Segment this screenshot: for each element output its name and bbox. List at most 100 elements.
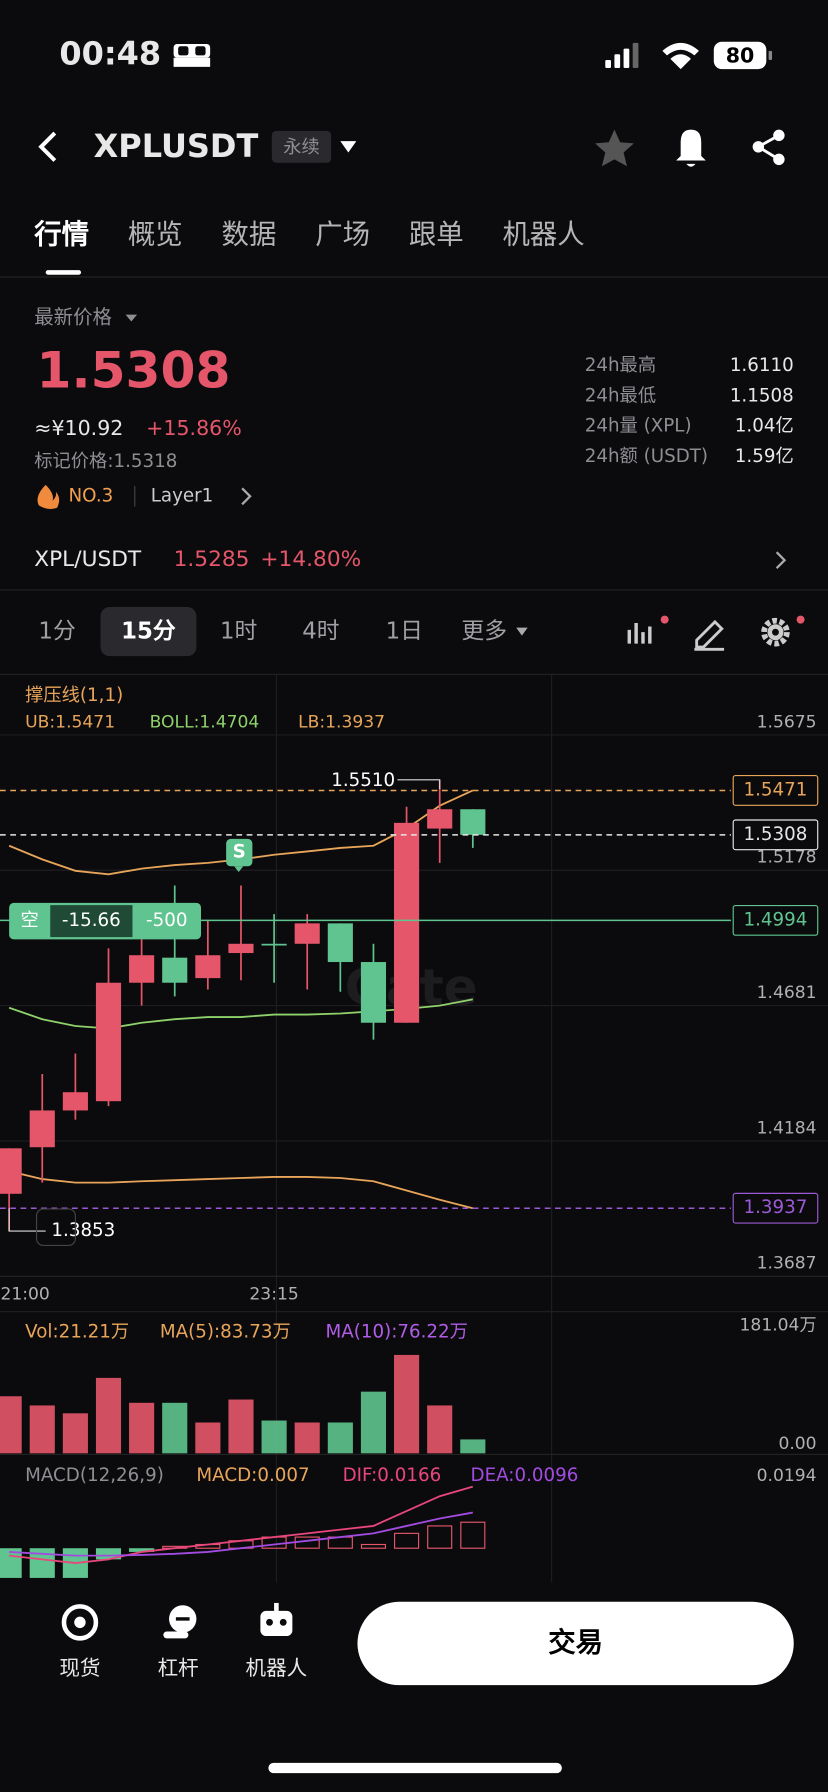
stat-label: 24h量 (XPL) (585, 416, 692, 437)
expand-button[interactable] (35, 1208, 76, 1247)
tab[interactable]: 行情 (33, 218, 89, 250)
interval[interactable]: 更多 (461, 619, 507, 645)
margin-icon[interactable] (163, 1605, 197, 1639)
tab[interactable]: 概览 (128, 219, 183, 250)
volume-bar (427, 1405, 453, 1454)
volume-bar (294, 1422, 320, 1454)
interval[interactable]: 4时 (302, 619, 339, 645)
trade-button-label[interactable]: 交易 (548, 1627, 603, 1659)
favorite-button[interactable] (595, 129, 634, 167)
price-tag-label: 1.3937 (744, 1197, 808, 1218)
macd-title: MACD(12,26,9) (25, 1465, 164, 1486)
trade-button[interactable] (357, 1601, 794, 1686)
volume-bar (62, 1413, 88, 1454)
home-indicator (268, 1762, 562, 1774)
position-size: -500 (146, 910, 187, 931)
spot-change: +14.80% (260, 547, 361, 572)
candle-body (62, 1092, 88, 1111)
y-tick-label: 0.0194 (757, 1466, 817, 1486)
low-marker-line (8, 1208, 46, 1232)
nav-label[interactable]: 现货 (59, 1656, 100, 1680)
nav-label[interactable]: 杠杆 (158, 1656, 199, 1680)
high-marker-label: 1.5510 (331, 770, 395, 791)
battery-icon (713, 41, 767, 70)
back-button[interactable] (38, 131, 57, 162)
price-tag-label: 1.5471 (744, 779, 808, 800)
bot-icon[interactable] (260, 1602, 293, 1637)
indicator-button[interactable] (627, 615, 669, 644)
stat-value: 1.59亿 (735, 446, 794, 467)
y-tick-label: 181.04万 (740, 1315, 817, 1335)
macd-bar (394, 1532, 420, 1549)
contract-tag: 永续 (283, 137, 320, 158)
interval[interactable]: 15分 (121, 619, 176, 645)
symbol-dropdown[interactable] (340, 141, 357, 153)
volume-bar (228, 1399, 254, 1454)
dea-label: DEA:0.0096 (471, 1465, 579, 1486)
y-tick-label: 1.4681 (757, 983, 817, 1003)
nav-label[interactable]: 机器人 (246, 1656, 308, 1680)
volume-bar (460, 1439, 486, 1454)
x-tick-label: 21:00 (0, 1285, 49, 1305)
lb-label: LB:1.3937 (298, 712, 385, 732)
bottom-nav: 现货 杠杆 机器人 (59, 1656, 307, 1680)
macd-chart (0, 1485, 486, 1578)
tab[interactable]: 数据 (222, 219, 277, 250)
mark-price: 标记价格:1.5318 (34, 451, 177, 472)
spot-pair[interactable]: XPL/USDT (34, 547, 142, 572)
share-button[interactable] (752, 129, 785, 166)
candle-body (294, 923, 320, 944)
volume-bar (327, 1422, 353, 1454)
tab-bar: 行情 概览 数据 广场 跟单 机器人 (33, 218, 584, 250)
last-price: 1.5308 (37, 341, 231, 400)
alert-button[interactable] (676, 129, 706, 167)
tab[interactable]: 机器人 (503, 219, 585, 250)
sector-chevron[interactable] (241, 487, 252, 506)
low-marker-label: 1.3853 (51, 1220, 115, 1241)
candle-body (162, 957, 188, 983)
interval[interactable]: 1分 (38, 619, 75, 645)
interval[interactable]: 1日 (386, 619, 423, 645)
volume-bar (360, 1391, 387, 1454)
battery-tip (768, 50, 773, 61)
dif-line (9, 1485, 474, 1564)
boll-lower (8, 1170, 474, 1210)
y-tick-label: 0.00 (778, 1434, 816, 1454)
interval-bar: 1分 15分 1时 4时 1日 更多 (38, 619, 507, 645)
candle-body (29, 1110, 55, 1148)
price-change: +15.86% (146, 416, 242, 440)
price-tag-label: 1.5308 (744, 824, 808, 845)
candle-body (0, 1148, 22, 1194)
macd-bar (460, 1521, 486, 1549)
cny-price: ≈¥10.92 (34, 416, 123, 440)
sleep-icon (173, 44, 211, 67)
stat-label: 24h最低 (585, 385, 656, 406)
rank: NO.3 (69, 485, 114, 506)
tab[interactable]: 跟单 (409, 219, 464, 250)
indicator-title: 撑压线(1,1) (25, 685, 123, 706)
price-label: 最新价格 (34, 306, 112, 329)
interval-active-bg (100, 607, 197, 657)
macd-bar (95, 1548, 122, 1560)
spot-icon[interactable] (61, 1604, 99, 1641)
position-tag[interactable]: 空 -15.66 -500 (9, 902, 202, 940)
macd-label: MACD:0.007 (196, 1465, 309, 1486)
signal-icon (605, 42, 639, 68)
stat-value: 1.1508 (730, 385, 794, 406)
position-pnl: -15.66 (62, 910, 121, 931)
volume-chart: 181.04万 0.00 (0, 1315, 817, 1454)
settings-button[interactable] (761, 615, 805, 647)
stat-label: 24h最高 (585, 355, 656, 376)
high-marker-line (397, 779, 441, 789)
sector[interactable]: Layer1 (151, 485, 214, 506)
price-dropdown[interactable] (125, 314, 138, 322)
more-dropdown[interactable] (516, 627, 528, 636)
interval[interactable]: 1时 (220, 619, 257, 645)
hot-icon (37, 484, 60, 509)
stat-label: 24h额 (USDT) (585, 446, 708, 467)
tab[interactable]: 广场 (315, 219, 370, 250)
spot-chevron[interactable] (775, 551, 787, 570)
draw-button[interactable] (694, 619, 725, 651)
stats: 24h最高 1.6110 24h最低 1.1508 24h量 (XPL) 1.04亿 24h… (585, 355, 794, 467)
